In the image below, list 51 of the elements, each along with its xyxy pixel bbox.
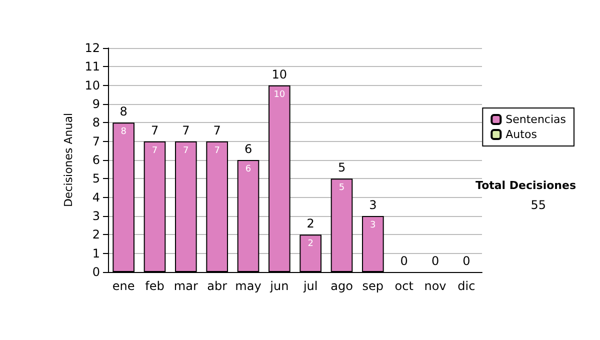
y-tick-label: 1 [92,246,100,260]
x-tick-label: jun [269,279,289,293]
y-tick-label: 7 [92,134,100,148]
y-tick-label: 11 [84,60,100,74]
total-label: 3 [369,198,377,212]
text: 55 [530,198,546,212]
data-label: 5 [338,183,345,194]
data-label: 10 [274,90,286,100]
y-tick-label: 3 [92,209,100,223]
legend-label: Autos [506,128,538,141]
data-label: 6 [245,164,252,174]
annotation: Total Decisiones [476,179,576,192]
data-label: 8 [120,127,127,138]
total-label: 7 [150,123,159,138]
y-tick-label: 10 [84,78,100,92]
x-tick-label: dic [458,279,476,293]
data-label: 7 [214,146,220,156]
total-label: 7 [213,123,221,138]
y-tick-label: 5 [92,172,100,186]
x-tick-label: sep [362,279,384,293]
x-tick-label: ene [112,279,135,293]
x-tick-label: jul [302,279,318,293]
y-tick-label: 0 [92,265,100,279]
x-tick-label: nov [424,279,446,293]
x-tick-label: mar [174,279,198,293]
x-tick-label: oct [394,279,414,293]
y-axis-title: Decisiones Anual [62,112,75,208]
y-tick-label: 12 [84,41,100,55]
total-label: 10 [272,67,288,82]
y-tick-label: 4 [92,190,100,204]
legend-label: Sentencias [506,113,566,126]
total-label: 0 [431,254,440,268]
y-tick-label: 9 [92,97,100,111]
y-tick-label: 2 [92,228,100,242]
data-label: 3 [370,220,376,230]
data-label: 7 [152,146,158,156]
data-label: 2 [308,239,314,250]
x-tick-label: ago [330,279,353,293]
y-tick-label: 8 [92,116,100,130]
total-label: 5 [338,160,346,175]
total-label: 2 [306,216,314,231]
total-label: 0 [462,254,470,268]
y-tick-label: 6 [92,153,100,167]
total-label: 8 [120,104,128,119]
total-label: 7 [182,123,190,138]
x-tick-label: abr [207,279,228,293]
total-label: 0 [400,254,408,268]
x-tick-label: may [235,279,262,293]
x-tick-label: feb [145,279,164,293]
total-label: 6 [244,142,252,156]
data-label: 7 [183,146,189,156]
